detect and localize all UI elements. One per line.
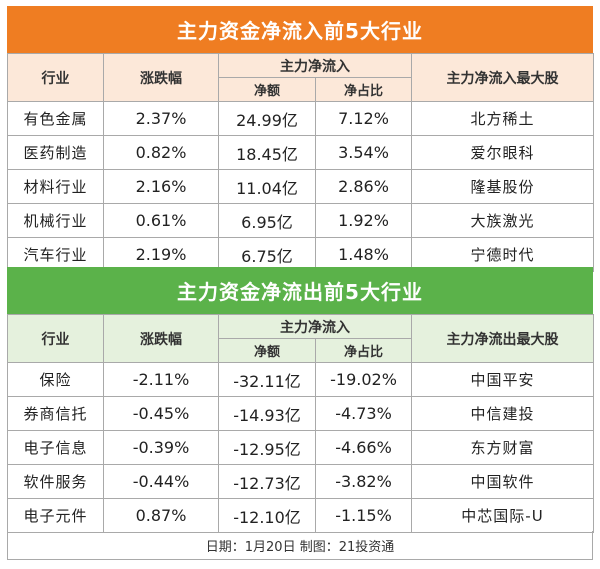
industry-cell: 材料行业 — [7, 169, 104, 204]
industry-cell: 机械行业 — [7, 203, 104, 238]
header-net-amount: 净额 — [218, 77, 316, 102]
inflow-title: 主力资金净流入前5大行业 — [7, 6, 593, 53]
change-cell: 0.82% — [103, 135, 219, 170]
change-cell: 0.61% — [103, 203, 219, 238]
header-industry: 行业 — [7, 53, 104, 102]
industry-cell: 医药制造 — [7, 135, 104, 170]
stock-cell: 中国平安 — [411, 362, 594, 397]
header-netflow-group: 主力净流入 — [218, 53, 412, 78]
amount-cell: -12.10亿 — [218, 498, 316, 533]
table-row: 券商信托 -0.45% -14.93亿 -4.73% 中信建投 — [7, 396, 594, 431]
header-top-stock: 主力净流入最大股 — [411, 53, 594, 102]
amount-cell: 24.99亿 — [218, 101, 316, 136]
table-row: 电子元件 0.87% -12.10亿 -1.15% 中芯国际-U — [7, 498, 594, 533]
stock-cell: 宁德时代 — [411, 237, 594, 272]
ratio-cell: 7.12% — [315, 101, 412, 136]
amount-cell: 11.04亿 — [218, 169, 316, 204]
change-cell: -2.11% — [103, 362, 219, 397]
stock-cell: 大族激光 — [411, 203, 594, 238]
ratio-cell: -4.66% — [315, 430, 412, 465]
outflow-table: 行业 涨跌幅 主力净流入 主力净流出最大股 净额 净占比 保险 -2.11% -… — [7, 314, 594, 533]
stock-cell: 爱尔眼科 — [411, 135, 594, 170]
ratio-cell: 1.92% — [315, 203, 412, 238]
ratio-cell: 3.54% — [315, 135, 412, 170]
header-net-ratio: 净占比 — [315, 338, 412, 363]
change-cell: -0.44% — [103, 464, 219, 499]
outflow-title: 主力资金净流出前5大行业 — [7, 267, 593, 314]
header-net-ratio: 净占比 — [315, 77, 412, 102]
table-row: 电子信息 -0.39% -12.95亿 -4.66% 东方财富 — [7, 430, 594, 465]
table-row: 材料行业 2.16% 11.04亿 2.86% 隆基股份 — [7, 169, 594, 204]
ratio-cell: 1.48% — [315, 237, 412, 272]
stock-cell: 中国软件 — [411, 464, 594, 499]
header-top-stock: 主力净流出最大股 — [411, 314, 594, 363]
amount-cell: 18.45亿 — [218, 135, 316, 170]
header-change: 涨跌幅 — [103, 314, 219, 363]
change-cell: 2.16% — [103, 169, 219, 204]
amount-cell: -12.95亿 — [218, 430, 316, 465]
change-cell: 2.19% — [103, 237, 219, 272]
amount-cell: -32.11亿 — [218, 362, 316, 397]
header-netflow-group: 主力净流入 — [218, 314, 412, 339]
table-row: 有色金属 2.37% 24.99亿 7.12% 北方稀土 — [7, 101, 594, 136]
industry-cell: 券商信托 — [7, 396, 104, 431]
table-row: 医药制造 0.82% 18.45亿 3.54% 爱尔眼科 — [7, 135, 594, 170]
industry-cell: 有色金属 — [7, 101, 104, 136]
ratio-cell: -4.73% — [315, 396, 412, 431]
header-net-amount: 净额 — [218, 338, 316, 363]
stock-cell: 中芯国际-U — [411, 498, 594, 533]
source-footer: 日期：1月20日 制图：21投资通 — [7, 531, 593, 560]
change-cell: 0.87% — [103, 498, 219, 533]
amount-cell: -14.93亿 — [218, 396, 316, 431]
industry-cell: 软件服务 — [7, 464, 104, 499]
stock-cell: 北方稀土 — [411, 101, 594, 136]
ratio-cell: -1.15% — [315, 498, 412, 533]
table-row: 软件服务 -0.44% -12.73亿 -3.82% 中国软件 — [7, 464, 594, 499]
ratio-cell: 2.86% — [315, 169, 412, 204]
amount-cell: -12.73亿 — [218, 464, 316, 499]
header-change: 涨跌幅 — [103, 53, 219, 102]
industry-cell: 电子元件 — [7, 498, 104, 533]
change-cell: -0.39% — [103, 430, 219, 465]
header-industry: 行业 — [7, 314, 104, 363]
change-cell: -0.45% — [103, 396, 219, 431]
stock-cell: 中信建投 — [411, 396, 594, 431]
amount-cell: 6.95亿 — [218, 203, 316, 238]
inflow-table: 行业 涨跌幅 主力净流入 主力净流入最大股 净额 净占比 有色金属 2.37% … — [7, 53, 594, 272]
table-row: 保险 -2.11% -32.11亿 -19.02% 中国平安 — [7, 362, 594, 397]
ratio-cell: -3.82% — [315, 464, 412, 499]
table-row: 汽车行业 2.19% 6.75亿 1.48% 宁德时代 — [7, 237, 594, 272]
ratio-cell: -19.02% — [315, 362, 412, 397]
industry-cell: 保险 — [7, 362, 104, 397]
table-row: 机械行业 0.61% 6.95亿 1.92% 大族激光 — [7, 203, 594, 238]
change-cell: 2.37% — [103, 101, 219, 136]
industry-cell: 电子信息 — [7, 430, 104, 465]
stock-cell: 东方财富 — [411, 430, 594, 465]
stock-cell: 隆基股份 — [411, 169, 594, 204]
industry-cell: 汽车行业 — [7, 237, 104, 272]
